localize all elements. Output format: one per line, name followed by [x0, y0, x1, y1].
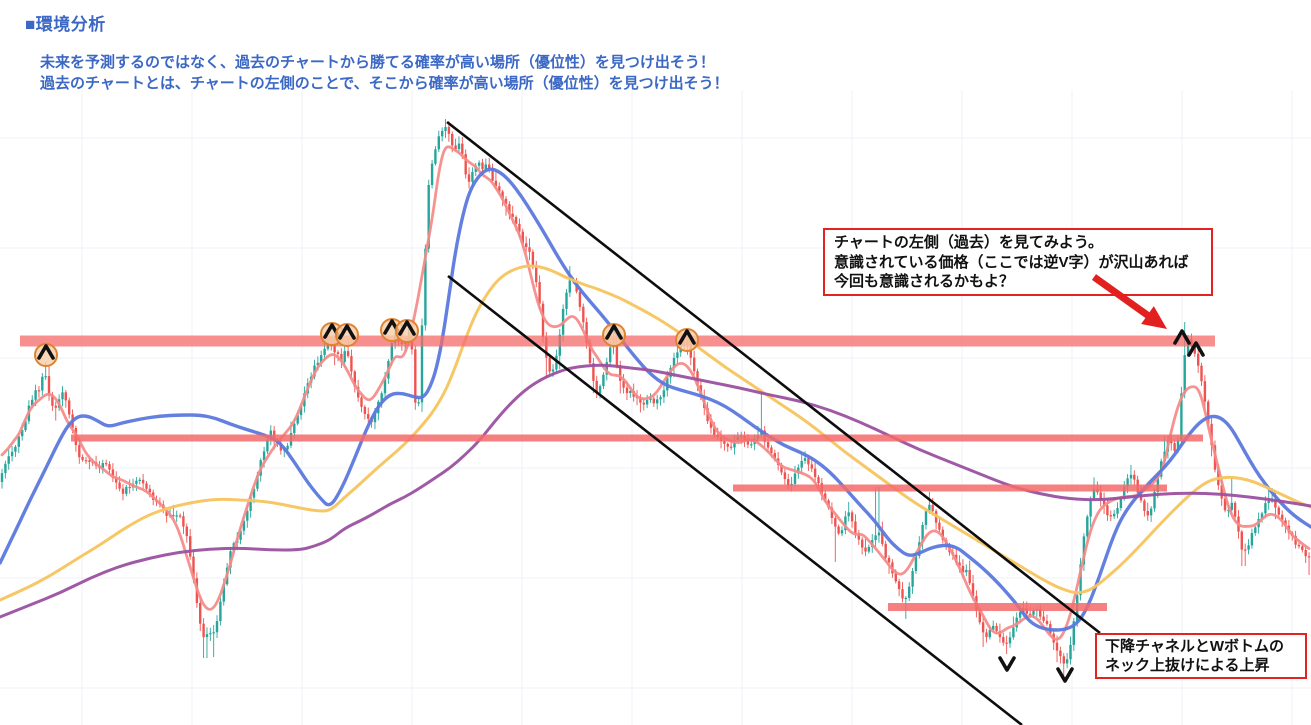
peak-bottom-markers	[34, 318, 1205, 683]
candles	[0, 119, 1311, 679]
circled-peak-marker	[675, 328, 699, 352]
circled-peak-marker	[602, 323, 626, 347]
resistance-level	[71, 434, 1203, 442]
circled-peak-marker	[395, 319, 419, 343]
callout-left-side-note: チャートの左側（過去）を見てみよう。 意識されている価格（ここでは逆V字）が沢山…	[823, 228, 1213, 296]
callout2-line1: 下降チャネルとWボトムの	[1105, 638, 1285, 655]
peak-caret-icon	[398, 320, 416, 336]
header-note-line2: 過去のチャートとは、チャートの左側のことで、そこから確率が高い場所（優位性）を見…	[40, 74, 729, 92]
ma-blue-line	[0, 167, 1311, 632]
callout1-line3: 今回も意識されるかもよ？	[834, 273, 1015, 290]
callout1-line1: チャートの左側（過去）を見てみよう。	[834, 234, 1103, 251]
bottom-v-icon	[998, 656, 1016, 672]
descending-channel-upper	[446, 120, 1101, 635]
w-bottom-neckline	[888, 603, 1107, 611]
bottom-v-icon	[1056, 667, 1074, 683]
peak-caret-icon	[605, 324, 623, 340]
ma-fast-line	[0, 145, 1311, 641]
header-note: 未来を予測するのではなく、過去のチャートから勝てる確率が高い場所（優位性）を見つ…	[40, 53, 729, 94]
callout1-line2: 意識されている価格（ここでは逆V字）が沢山あれば	[834, 253, 1189, 271]
circled-peak-marker	[335, 323, 359, 347]
header-note-line1: 未来を予測するのではなく、過去のチャートから勝てる確率が高い場所（優位性）を見つ…	[40, 54, 715, 71]
resistance-level	[733, 484, 1167, 492]
grid-lines	[0, 90, 1311, 725]
callout-w-bottom-note: 下降チャネルとWボトムの ネック上抜けによる上昇	[1095, 633, 1307, 679]
descending-channel-lower	[447, 274, 1023, 725]
ma-yellow-line	[0, 264, 1311, 602]
peak-caret-icon	[338, 324, 356, 340]
peak-caret-icon	[1187, 341, 1205, 357]
peak-caret-icon	[1173, 329, 1191, 345]
peak-caret-icon	[678, 329, 696, 345]
circled-peak-marker	[34, 343, 58, 367]
page-title: ■環境分析	[25, 15, 106, 34]
descending-channel	[446, 120, 1101, 725]
peak-caret-icon	[37, 344, 55, 360]
callout2-line2: ネック上抜けによる上昇	[1105, 657, 1270, 674]
